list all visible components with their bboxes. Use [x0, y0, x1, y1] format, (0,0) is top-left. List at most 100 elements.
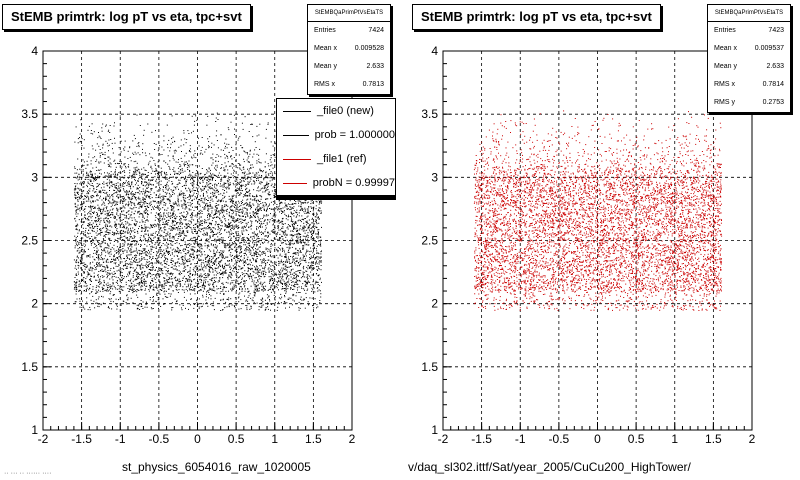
scatter-point: [157, 201, 159, 203]
scatter-point: [245, 195, 247, 197]
scatter-point: [221, 255, 223, 257]
scatter-point: [307, 236, 309, 238]
scatter-point: [118, 264, 120, 266]
scatter-point: [285, 283, 287, 285]
scatter-point: [115, 188, 117, 189]
scatter-point: [132, 173, 134, 175]
scatter-point: [307, 278, 309, 279]
scatter-point: [177, 262, 179, 264]
scatter-point: [235, 186, 236, 188]
scatter-point: [89, 306, 91, 308]
scatter-point: [186, 181, 187, 183]
scatter-point: [128, 193, 130, 195]
scatter-point: [190, 174, 192, 176]
scatter-point: [245, 300, 247, 302]
scatter-point: [165, 188, 167, 190]
scatter-point: [241, 272, 243, 274]
scatter-point: [145, 229, 147, 231]
scatter-point: [97, 264, 98, 266]
scatter-point: [307, 301, 309, 303]
scatter-point: [118, 190, 120, 192]
scatter-point: [271, 217, 273, 219]
scatter-point: [190, 175, 192, 177]
scatter-point: [229, 242, 231, 244]
scatter-point: [272, 270, 274, 272]
scatter-point: [78, 252, 80, 254]
scatter-point: [188, 208, 190, 210]
scatter-point: [290, 220, 292, 222]
scatter-point: [208, 259, 210, 261]
scatter-point: [97, 305, 99, 307]
scatter-point: [117, 201, 119, 203]
scatter-point: [83, 164, 85, 166]
scatter-point: [174, 228, 176, 230]
scatter-point: [121, 275, 123, 277]
scatter-point: [103, 258, 105, 260]
scatter-point: [179, 194, 181, 196]
scatter-point: [89, 284, 91, 285]
scatter-point: [183, 260, 185, 262]
scatter-point: [244, 176, 246, 178]
scatter-point: [88, 255, 90, 257]
scatter-point: [157, 171, 159, 173]
scatter-point: [234, 302, 236, 304]
scatter-point: [215, 207, 217, 208]
scatter-point: [249, 259, 251, 261]
scatter-point: [281, 242, 283, 244]
scatter-point: [260, 299, 262, 301]
scatter-point: [168, 178, 170, 179]
scatter-point: [255, 272, 257, 274]
scatter-point: [255, 285, 257, 287]
scatter-point: [97, 291, 99, 293]
scatter-point: [287, 260, 289, 262]
scatter-point: [181, 255, 183, 257]
scatter-point: [276, 221, 278, 223]
scatter-point: [288, 275, 290, 277]
scatter-point: [108, 245, 110, 247]
scatter-point: [169, 167, 171, 169]
scatter-point: [108, 211, 110, 213]
scatter-point: [313, 206, 315, 208]
scatter-point: [154, 223, 156, 225]
scatter-point: [224, 190, 225, 191]
scatter-point: [280, 272, 282, 274]
scatter-point: [147, 186, 149, 188]
scatter-point: [176, 222, 178, 224]
scatter-point: [230, 276, 232, 278]
scatter-point: [255, 175, 257, 177]
scatter-point: [277, 281, 279, 283]
scatter-point: [218, 172, 220, 174]
scatter-point: [237, 260, 239, 262]
scatter-point: [96, 177, 98, 179]
scatter-point: [162, 243, 164, 244]
scatter-point: [146, 245, 148, 247]
scatter-point: [168, 215, 170, 217]
scatter-point: [115, 227, 116, 228]
scatter-point: [114, 200, 116, 202]
scatter-point: [130, 286, 132, 287]
scatter-point: [134, 196, 136, 198]
scatter-point: [221, 252, 223, 254]
scatter-point: [317, 266, 319, 267]
scatter-point: [194, 251, 196, 253]
scatter-point: [274, 219, 276, 221]
scatter-point: [114, 223, 116, 225]
scatter-point: [167, 147, 169, 149]
scatter-point: [130, 236, 131, 238]
scatter-point: [96, 170, 98, 171]
scatter-point: [171, 205, 173, 207]
scatter-point: [286, 281, 288, 283]
scatter-point: [283, 267, 285, 269]
scatter-point: [236, 233, 238, 235]
scatter-point: [106, 220, 108, 222]
scatter-point: [121, 236, 123, 238]
scatter-point: [281, 223, 283, 225]
scatter-point: [109, 187, 110, 189]
scatter-point: [264, 289, 266, 291]
scatter-point: [284, 264, 286, 266]
scatter-point: [255, 220, 257, 222]
scatter-point: [156, 207, 158, 209]
scatter-point: [232, 248, 234, 250]
scatter-point: [314, 283, 316, 285]
scatter-point: [91, 220, 93, 222]
